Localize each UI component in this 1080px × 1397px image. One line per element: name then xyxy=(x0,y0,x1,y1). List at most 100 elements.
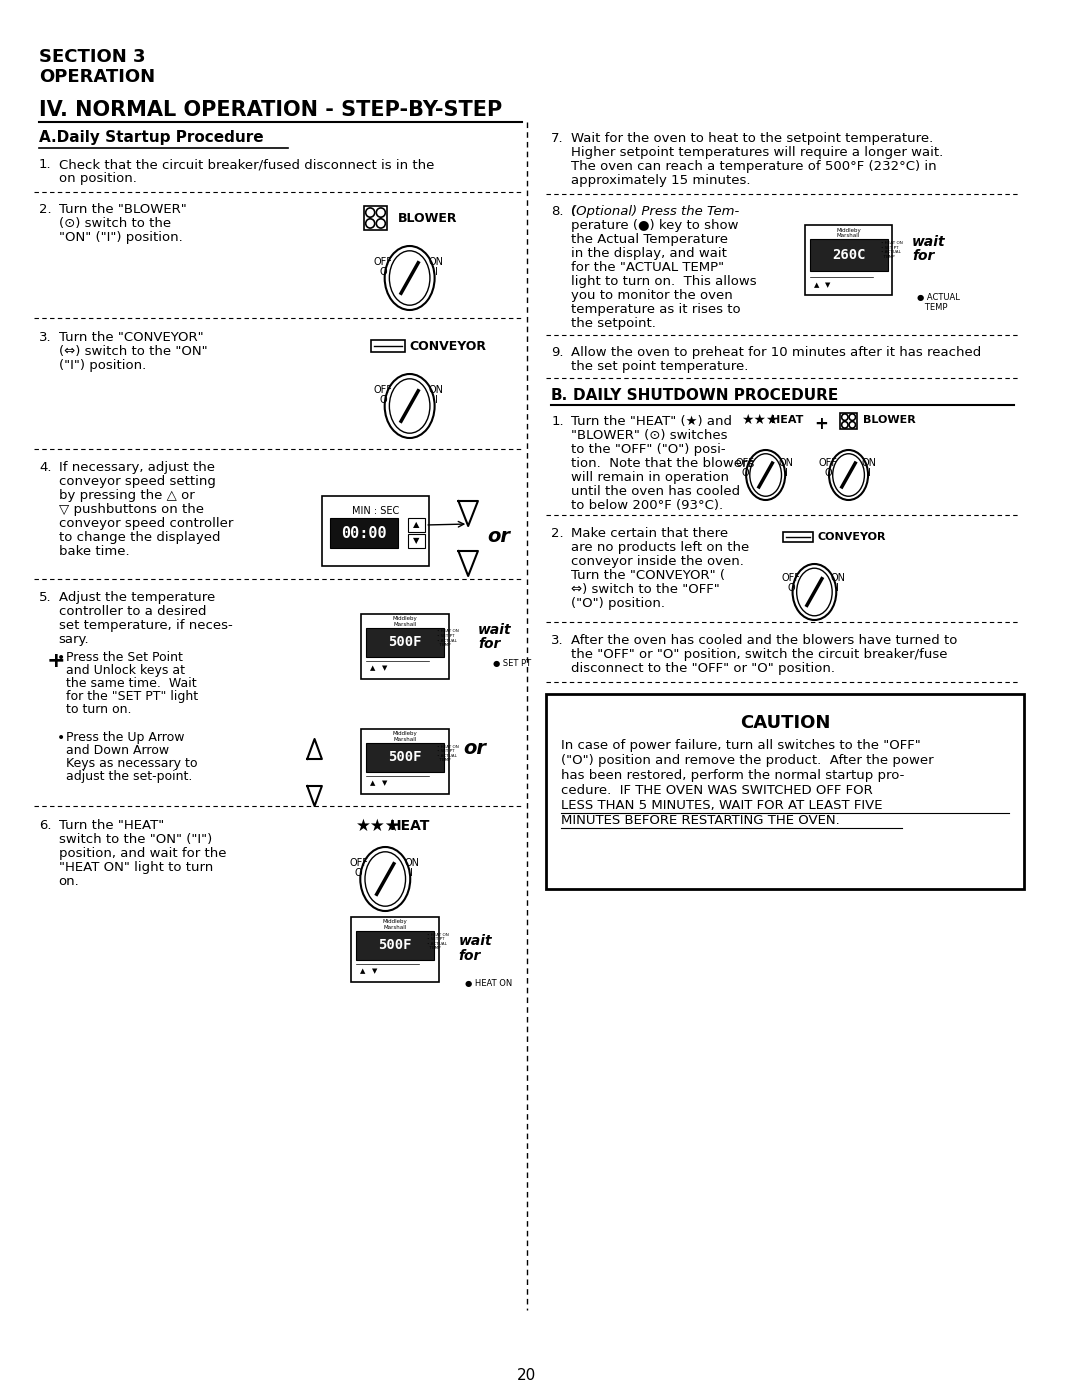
Text: ("I") position.: ("I") position. xyxy=(58,359,146,372)
Text: 7.: 7. xyxy=(551,131,564,145)
Text: the Actual Temperature: the Actual Temperature xyxy=(570,233,728,246)
Text: Press the Up Arrow: Press the Up Arrow xyxy=(66,731,185,745)
Text: Turn the "CONVEYOR" (: Turn the "CONVEYOR" ( xyxy=(570,569,725,583)
Text: 9.: 9. xyxy=(551,346,564,359)
Text: controller to a desired: controller to a desired xyxy=(58,605,206,617)
Text: and Unlock keys at: and Unlock keys at xyxy=(66,664,186,678)
FancyBboxPatch shape xyxy=(322,496,429,566)
Text: •: • xyxy=(56,731,65,745)
Text: ⇔) switch to the "OFF": ⇔) switch to the "OFF" xyxy=(570,583,719,597)
Text: If necessary, adjust the: If necessary, adjust the xyxy=(58,461,215,474)
Text: 500F: 500F xyxy=(388,636,421,650)
Text: LESS THAN 5 MINUTES, WAIT FOR AT LEAST FIVE: LESS THAN 5 MINUTES, WAIT FOR AT LEAST F… xyxy=(561,799,882,812)
Text: conveyor inside the oven.: conveyor inside the oven. xyxy=(570,555,743,569)
Text: ▲: ▲ xyxy=(360,968,365,975)
Text: for the "SET PT" light: for the "SET PT" light xyxy=(66,690,199,703)
Text: DAILY SHUTDOWN PROCEDURE: DAILY SHUTDOWN PROCEDURE xyxy=(572,388,838,402)
Text: ▼: ▼ xyxy=(372,968,377,975)
Text: wait: wait xyxy=(912,235,946,249)
Text: 3.: 3. xyxy=(551,634,564,647)
Text: position, and wait for the: position, and wait for the xyxy=(58,847,226,861)
Text: wait: wait xyxy=(458,935,492,949)
Text: (⊙) switch to the: (⊙) switch to the xyxy=(58,217,171,231)
Text: for the "ACTUAL TEMP": for the "ACTUAL TEMP" xyxy=(570,261,724,274)
Text: by pressing the △ or: by pressing the △ or xyxy=(58,489,194,502)
Text: "HEAT ON" light to turn: "HEAT ON" light to turn xyxy=(58,861,213,875)
Text: (: ( xyxy=(570,205,576,218)
Text: I: I xyxy=(435,267,437,277)
Text: (⇔) switch to the "ON": (⇔) switch to the "ON" xyxy=(58,345,207,358)
Text: A.Daily Startup Procedure: A.Daily Startup Procedure xyxy=(39,130,264,145)
Text: Middleby
Marshall: Middleby Marshall xyxy=(392,616,417,627)
Text: switch to the "ON" ("I"): switch to the "ON" ("I") xyxy=(58,833,212,847)
Text: Make certain that there: Make certain that there xyxy=(570,527,728,541)
Text: ON: ON xyxy=(429,257,444,267)
Text: The oven can reach a temperature of 500°F (232°C) in: The oven can reach a temperature of 500°… xyxy=(570,161,936,173)
Text: ● HEAT ON: ● HEAT ON xyxy=(465,979,513,988)
Text: "BLOWER" (⊙) switches: "BLOWER" (⊙) switches xyxy=(570,429,727,441)
Text: on.: on. xyxy=(58,875,79,888)
Text: has been restored, perform the normal startup pro-: has been restored, perform the normal st… xyxy=(561,768,904,782)
Text: Turn the "HEAT": Turn the "HEAT" xyxy=(58,819,164,833)
FancyBboxPatch shape xyxy=(366,627,444,657)
Text: Press the Set Point: Press the Set Point xyxy=(66,651,184,664)
Text: 500F: 500F xyxy=(378,939,411,953)
Text: tion.  Note that the blowers: tion. Note that the blowers xyxy=(570,457,754,469)
Text: I: I xyxy=(868,468,870,478)
Text: ▽ pushbuttons on the: ▽ pushbuttons on the xyxy=(58,503,203,515)
Text: the set point temperature.: the set point temperature. xyxy=(570,360,748,373)
Text: 00:00: 00:00 xyxy=(341,525,387,541)
Text: I: I xyxy=(785,468,787,478)
Text: 3.: 3. xyxy=(39,331,52,344)
Text: Allow the oven to preheat for 10 minutes after it has reached: Allow the oven to preheat for 10 minutes… xyxy=(570,346,981,359)
Text: and Down Arrow: and Down Arrow xyxy=(66,745,170,757)
Text: CONVEYOR: CONVEYOR xyxy=(409,339,487,352)
Text: OPERATION: OPERATION xyxy=(39,68,156,87)
Text: 4.: 4. xyxy=(39,461,52,474)
Text: O: O xyxy=(379,395,387,405)
Text: OFF: OFF xyxy=(782,573,800,583)
FancyBboxPatch shape xyxy=(361,613,448,679)
Text: BLOWER: BLOWER xyxy=(863,415,916,425)
Text: CONVEYOR: CONVEYOR xyxy=(818,532,886,542)
Text: ★★★: ★★★ xyxy=(741,414,779,427)
Text: 6.: 6. xyxy=(39,819,52,833)
Text: disconnect to the "OFF" or "O" position.: disconnect to the "OFF" or "O" position. xyxy=(570,662,835,675)
Text: I: I xyxy=(435,395,437,405)
Text: for: for xyxy=(478,637,500,651)
Text: ("O") position.: ("O") position. xyxy=(570,597,664,610)
Text: • HEAT ON
• SET PT
• ACTUAL
  TEMP: • HEAT ON • SET PT • ACTUAL TEMP xyxy=(437,630,459,647)
FancyBboxPatch shape xyxy=(546,694,1024,888)
Text: Middleby
Marshall: Middleby Marshall xyxy=(382,919,407,930)
FancyBboxPatch shape xyxy=(810,239,888,271)
Text: "ON" ("I") position.: "ON" ("I") position. xyxy=(58,231,183,244)
Text: in the display, and wait: in the display, and wait xyxy=(570,247,727,260)
Text: to the "OFF" ("O") posi-: to the "OFF" ("O") posi- xyxy=(570,443,725,455)
Text: ▼: ▼ xyxy=(825,282,831,288)
Text: Adjust the temperature: Adjust the temperature xyxy=(58,591,215,604)
Text: cedure.  IF THE OVEN WAS SWITCHED OFF FOR: cedure. IF THE OVEN WAS SWITCHED OFF FOR xyxy=(561,784,873,798)
Text: IV. NORMAL OPERATION - STEP-BY-STEP: IV. NORMAL OPERATION - STEP-BY-STEP xyxy=(39,101,502,120)
Text: In case of power failure, turn all switches to the "OFF": In case of power failure, turn all switc… xyxy=(561,739,920,752)
Text: HEAT: HEAT xyxy=(770,415,802,425)
Text: MIN : SEC: MIN : SEC xyxy=(352,506,400,515)
Text: I: I xyxy=(410,868,414,877)
Text: OFF: OFF xyxy=(735,457,754,468)
Text: ● ACTUAL: ● ACTUAL xyxy=(917,293,960,302)
Text: •: • xyxy=(56,651,65,665)
Text: to below 200°F (93°C).: to below 200°F (93°C). xyxy=(570,499,723,511)
Text: • HEAT ON
• SET PT
• ACTUAL
  TEMP: • HEAT ON • SET PT • ACTUAL TEMP xyxy=(437,745,459,763)
Text: O: O xyxy=(741,468,748,478)
FancyBboxPatch shape xyxy=(366,742,444,771)
Text: O: O xyxy=(355,868,363,877)
Text: B.: B. xyxy=(551,388,568,402)
Text: O: O xyxy=(787,583,795,592)
Text: 20: 20 xyxy=(517,1368,537,1383)
Text: or: or xyxy=(463,739,486,759)
Text: perature (●) key to show: perature (●) key to show xyxy=(570,219,738,232)
FancyBboxPatch shape xyxy=(361,728,448,793)
Text: (Optional) Press the Tem-: (Optional) Press the Tem- xyxy=(570,205,739,218)
Text: wait: wait xyxy=(478,623,512,637)
Text: ▼: ▼ xyxy=(414,536,420,545)
Text: BLOWER: BLOWER xyxy=(397,211,458,225)
